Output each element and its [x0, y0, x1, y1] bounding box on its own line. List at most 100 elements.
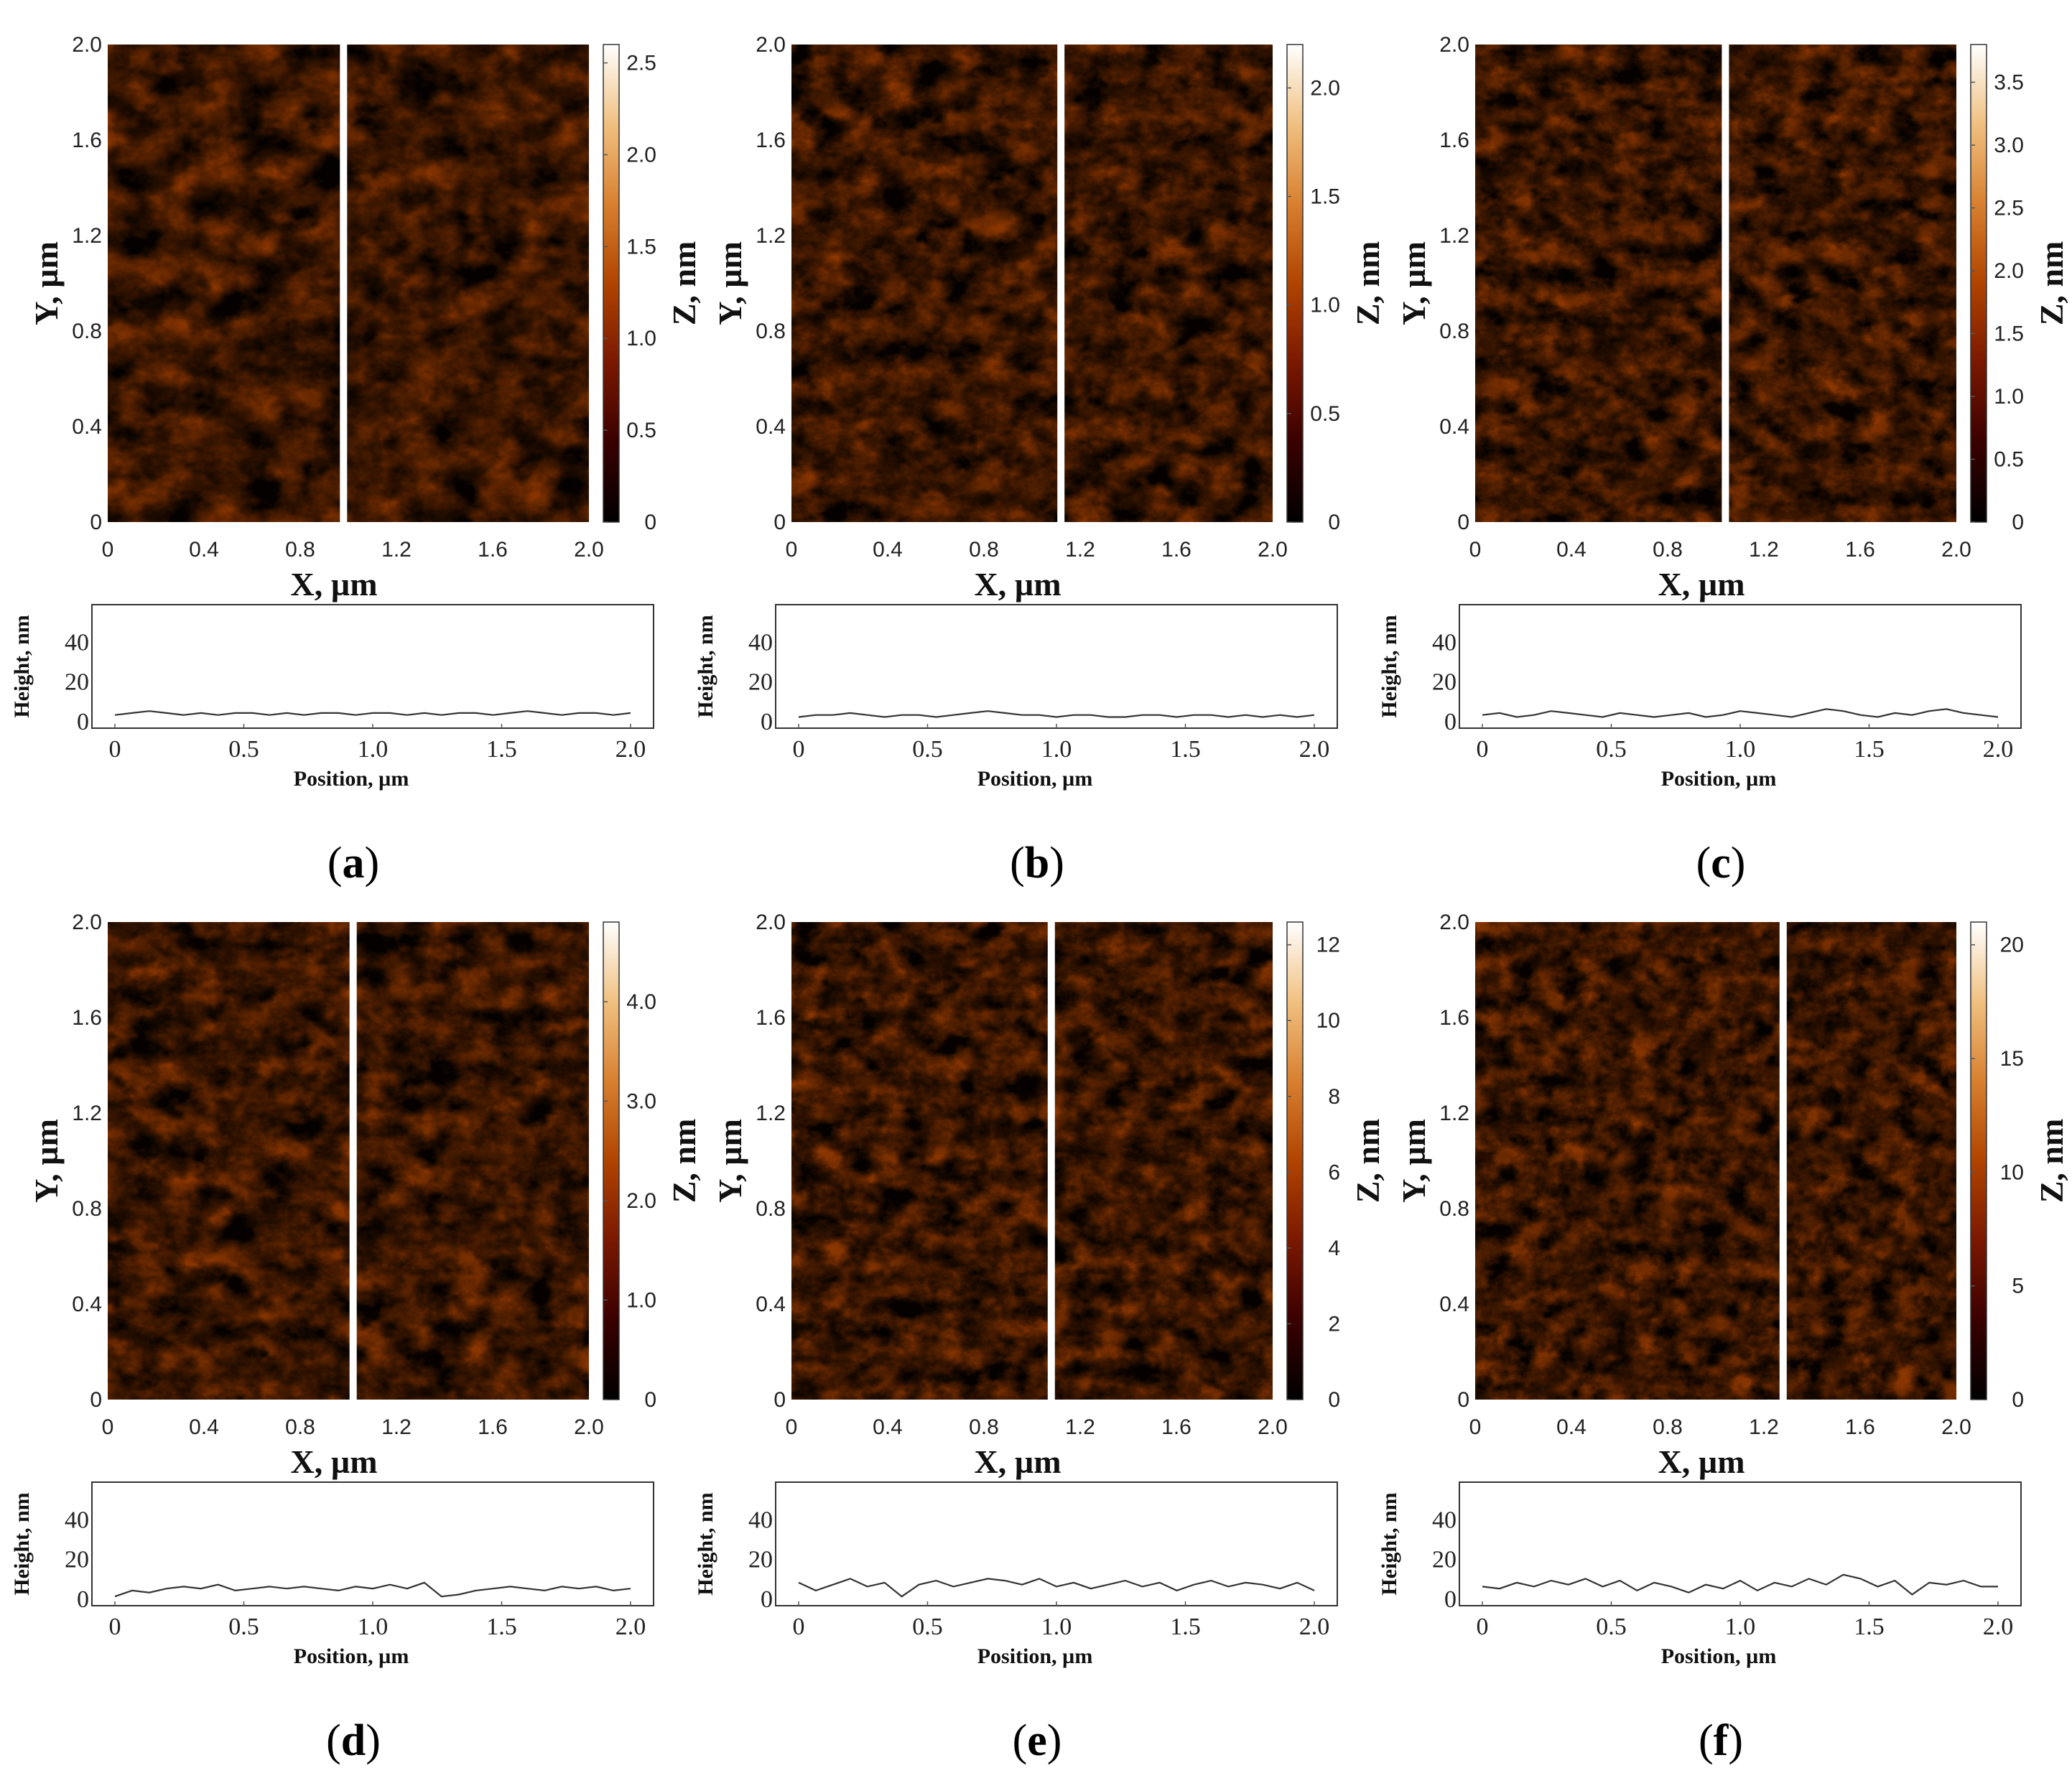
caption-letter: f	[1714, 1716, 1729, 1765]
panel-b: 0 0.4 0.8 1.2 1.6 2.0 0 0.4 0.8 1.2 1.6 2.0 X, µm Y, …	[694, 33, 1386, 888]
colorbar	[603, 921, 620, 1400]
height-map-split-gap	[1057, 42, 1065, 525]
caption-close: )	[365, 839, 380, 888]
colorbar	[1970, 44, 1987, 523]
profile-y-tick-label: 0	[77, 1586, 89, 1613]
y-tick-label: 1.2	[1439, 224, 1469, 248]
profile-y-tick-label: 20	[65, 1547, 89, 1573]
profile-x-tick-label: 1.0	[1041, 736, 1072, 763]
profile-frame	[1459, 1481, 2022, 1606]
profile-x-axis-label: Position, µm	[977, 1644, 1093, 1668]
profile-x-tick-label: 0.5	[1596, 1614, 1627, 1640]
colorbar-tick-label: 1.5	[626, 235, 656, 259]
y-tick-label: 0.8	[756, 320, 786, 343]
y-tick-label: 1.6	[1439, 129, 1469, 152]
x-tick-label: 1.2	[1749, 538, 1779, 562]
profile-y-tick-label: 0	[761, 709, 773, 735]
profile-y-tick-label: 40	[748, 1507, 773, 1533]
colorbar-tick-label: 0	[1328, 511, 1340, 534]
x-tick-label: 0.8	[969, 1415, 999, 1439]
height-map-split-gap	[1047, 919, 1055, 1402]
profile-x-tick-label: 2.0	[1983, 736, 2014, 763]
colorbar-tick-label: 3.5	[1994, 71, 2024, 95]
x-tick-label: 1.2	[1065, 538, 1095, 562]
caption-open: (	[1010, 839, 1025, 888]
y-tick-label: 1.6	[72, 1006, 102, 1030]
caption-open: (	[326, 1716, 341, 1765]
colorbar-tick-label: 4	[1328, 1237, 1340, 1260]
caption-close: )	[366, 1716, 381, 1765]
profile-x-tick-label: 1.5	[1170, 1614, 1201, 1640]
height-map-shadow	[791, 922, 1273, 1400]
y-axis-label: Y, µm	[28, 241, 65, 325]
colorbar-tick-label: 0	[1328, 1388, 1340, 1412]
y-tick-label: 2.0	[756, 911, 786, 934]
caption-open: (	[1013, 1716, 1028, 1765]
profile-line	[798, 1578, 1315, 1598]
colorbar-tick-label: 0	[2012, 1388, 2024, 1412]
height-map-split-gap	[340, 42, 348, 525]
profile-x-tick-label: 0.5	[228, 1614, 259, 1640]
x-axis-label: X, µm	[974, 1443, 1061, 1480]
x-tick-label: 1.6	[1845, 1415, 1875, 1439]
colorbar-tick-label: 20	[2000, 934, 2024, 957]
profile-y-tick-label: 0	[1444, 709, 1457, 735]
y-tick-label: 0	[90, 511, 102, 534]
colorbar-tick-label: 8	[1328, 1085, 1340, 1109]
caption-letter: a	[343, 839, 365, 888]
profile-x-axis-label: Position, µm	[1661, 1644, 1777, 1668]
x-tick-label: 0	[102, 538, 114, 562]
x-tick-label: 1.2	[1065, 1415, 1095, 1439]
caption-letter: e	[1027, 1716, 1047, 1765]
x-tick-label: 1.2	[381, 1415, 412, 1439]
colorbar-tick-label: 0.5	[626, 419, 656, 442]
y-tick-label: 0.8	[1439, 320, 1469, 343]
profile-y-tick-label: 20	[748, 669, 773, 696]
height-map-split-gap	[349, 919, 357, 1402]
x-tick-label: 0.8	[285, 1415, 315, 1439]
caption-letter: c	[1711, 839, 1731, 888]
profile-x-tick-label: 0.5	[912, 1614, 943, 1640]
caption-open: (	[1696, 839, 1711, 888]
caption-close: )	[1049, 839, 1064, 888]
panel-c: 0 0.4 0.8 1.2 1.6 2.0 0 0.4 0.8 1.2 1.6 2.0 X, µm Y, …	[1378, 33, 2070, 888]
x-tick-label: 0.4	[1556, 1415, 1586, 1439]
panel-f: 0 0.4 0.8 1.2 1.6 2.0 0 0.4 0.8 1.2 1.6 2.0 X, µm Y, …	[1378, 911, 2070, 1765]
x-tick-label: 2.0	[574, 538, 604, 562]
x-tick-label: 1.6	[1161, 1415, 1191, 1439]
colorbar-tick-label: 2.0	[626, 1189, 656, 1213]
profile-x-tick-label: 2.0	[615, 736, 646, 763]
height-map	[1475, 42, 1956, 525]
profile-y-axis-label: Height, nm	[694, 615, 717, 717]
height-map	[791, 42, 1273, 525]
profile-x-tick-label: 1.0	[358, 736, 389, 763]
height-map	[1475, 919, 1956, 1402]
caption-open: (	[1699, 1716, 1714, 1765]
x-axis-label: X, µm	[1658, 1443, 1745, 1480]
y-tick-label: 1.6	[756, 129, 786, 152]
x-tick-label: 0.4	[873, 538, 903, 562]
x-tick-label: 0.8	[1653, 538, 1683, 562]
x-tick-label: 0.4	[1556, 538, 1586, 562]
profile-x-tick-label: 1.0	[358, 1614, 389, 1640]
profile-y-tick-label: 40	[1432, 1507, 1457, 1533]
profile-frame	[775, 604, 1338, 729]
colorbar-tick-label: 0.5	[1994, 448, 2024, 472]
y-tick-label: 1.2	[756, 1102, 786, 1125]
profile-x-axis-label: Position, µm	[977, 767, 1093, 791]
y-tick-label: 1.6	[756, 1006, 786, 1030]
colorbar-tick-label: 15	[2000, 1047, 2024, 1071]
y-tick-label: 0.8	[1439, 1197, 1469, 1221]
x-tick-label: 1.2	[381, 538, 412, 562]
x-tick-label: 0.8	[1653, 1415, 1683, 1439]
profile-y-tick-label: 20	[65, 669, 89, 696]
colorbar	[1970, 921, 1987, 1400]
y-tick-label: 1.6	[1439, 1006, 1469, 1030]
colorbar-tick-label: 1.0	[1310, 294, 1340, 317]
profile-x-tick-label: 1.0	[1725, 1614, 1756, 1640]
y-tick-label: 2.0	[72, 33, 102, 57]
colorbar	[1286, 44, 1304, 523]
height-map	[108, 919, 589, 1402]
x-tick-label: 0.4	[189, 538, 219, 562]
profile-frame	[1459, 604, 2022, 729]
